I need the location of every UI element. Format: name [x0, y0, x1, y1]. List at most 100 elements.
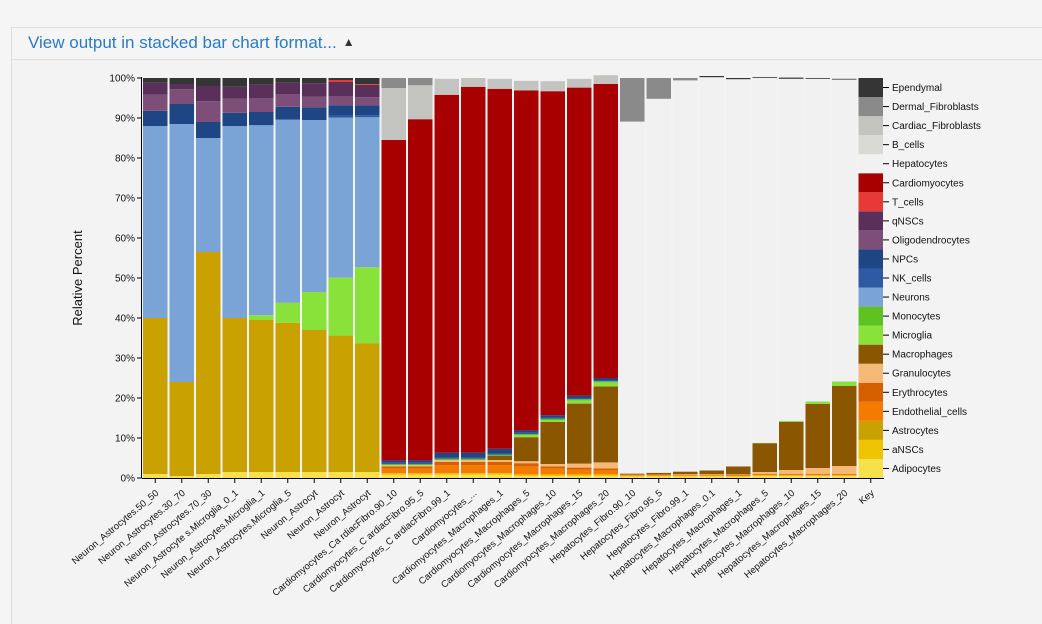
- bar-segment: [249, 84, 274, 98]
- y-tick-label: 30%: [115, 354, 135, 365]
- legend-label: Endothelial_cells: [892, 407, 967, 418]
- bar-segment: [302, 120, 327, 292]
- bar-segment: [752, 443, 777, 472]
- bar-segment: [805, 476, 830, 478]
- bar-segment: [355, 84, 380, 85]
- bar-segment: [567, 476, 592, 478]
- bar-segment: [567, 395, 592, 398]
- bar-segment: [567, 469, 592, 475]
- bar-segment: [567, 398, 592, 400]
- bar-segment: [169, 382, 194, 476]
- legend-label: Oligodendrocytes: [892, 235, 970, 246]
- bar-segment: [673, 475, 698, 477]
- bar-segment: [434, 465, 459, 474]
- bar-segment: [275, 119, 300, 303]
- legend-label: Hepatocytes: [892, 159, 948, 170]
- bar-segment: [275, 472, 300, 478]
- bar-segment: [249, 472, 274, 478]
- bar-segment: [381, 460, 406, 463]
- bar-segment: [408, 460, 433, 463]
- bar-segment: [381, 462, 406, 464]
- bar-segment: [275, 106, 300, 120]
- bar-segment: [646, 472, 671, 475]
- bar-segment: [646, 78, 671, 99]
- bar-segment: [779, 422, 804, 470]
- bar-segment: [514, 435, 539, 438]
- bar-segment: [487, 88, 512, 449]
- bar-segment: [805, 468, 830, 474]
- bar-segment: [381, 466, 406, 469]
- bar-segment: [328, 277, 353, 336]
- y-tick-label: 60%: [115, 234, 135, 245]
- bar-segment: [832, 475, 857, 476]
- bar-segment: [620, 475, 645, 477]
- bar-segment: [673, 78, 698, 81]
- bar-segment: [249, 98, 274, 112]
- bar-segment: [540, 81, 565, 92]
- bar-segment: [302, 292, 327, 330]
- bar-segment: [752, 476, 777, 478]
- bar-segment: [143, 94, 168, 111]
- bar-segment: [779, 474, 804, 476]
- bar-segment: [196, 86, 221, 102]
- stacked-bar-toggle-link[interactable]: View output in stacked bar chart format.…: [28, 33, 355, 53]
- bar-segment: [275, 302, 300, 323]
- legend-label: Adipocytes: [892, 464, 941, 475]
- y-tick-label: 70%: [115, 194, 135, 205]
- bar-segment: [408, 466, 433, 469]
- bar-segment: [646, 98, 671, 473]
- y-tick-label: 50%: [115, 274, 135, 285]
- bar-segment: [487, 460, 512, 462]
- bar-segment: [302, 330, 327, 472]
- bar-segment: [461, 458, 486, 460]
- bar-segment: [779, 476, 804, 478]
- bar-segment: [328, 82, 353, 97]
- y-tick-label: 100%: [109, 74, 135, 85]
- legend-swatch: [858, 325, 883, 345]
- bar-segment: [726, 476, 751, 477]
- bar-segment: [355, 343, 380, 472]
- bar-segment: [196, 138, 221, 252]
- bar-segment: [302, 107, 327, 120]
- bar-segment: [673, 80, 698, 472]
- legend-swatch: [858, 116, 883, 136]
- bar-segment: [355, 97, 380, 106]
- bar-segment: [620, 474, 645, 476]
- bar-segment: [673, 474, 698, 476]
- bar-segment: [646, 475, 671, 477]
- bar-segment: [514, 80, 539, 91]
- bar-segment: [593, 380, 618, 382]
- bar-segment: [699, 470, 724, 474]
- bar-segment: [514, 90, 539, 431]
- bar-segment: [593, 468, 618, 471]
- bar-segment: [699, 77, 724, 471]
- bar-segment: [593, 474, 618, 476]
- bar-segment: [726, 78, 751, 80]
- bar-segment: [328, 96, 353, 106]
- bar-segment: [514, 461, 539, 464]
- bar-segment: [487, 78, 512, 89]
- bar-segment: [461, 452, 486, 458]
- bar-segment: [540, 420, 565, 422]
- bar-segment: [699, 476, 724, 478]
- bar-segment: [540, 476, 565, 478]
- bar-segment: [832, 476, 857, 478]
- bar-segment: [434, 78, 459, 95]
- bar-segment: [567, 87, 592, 396]
- bar-segment: [540, 466, 565, 469]
- legend-swatch: [858, 458, 883, 478]
- bar-segment: [567, 474, 592, 476]
- bar-segment: [832, 466, 857, 474]
- bar-segment: [381, 464, 406, 466]
- bar-segment: [169, 476, 194, 478]
- bar-segment: [487, 474, 512, 478]
- bar-segment: [328, 78, 353, 80]
- bar-segment: [726, 466, 751, 475]
- bar-segment: [726, 475, 751, 476]
- bar-segment: [355, 84, 380, 98]
- bar-segment: [381, 88, 406, 140]
- legend-swatch: [858, 173, 883, 193]
- bar-segment: [567, 78, 592, 88]
- legend-swatch: [858, 306, 883, 326]
